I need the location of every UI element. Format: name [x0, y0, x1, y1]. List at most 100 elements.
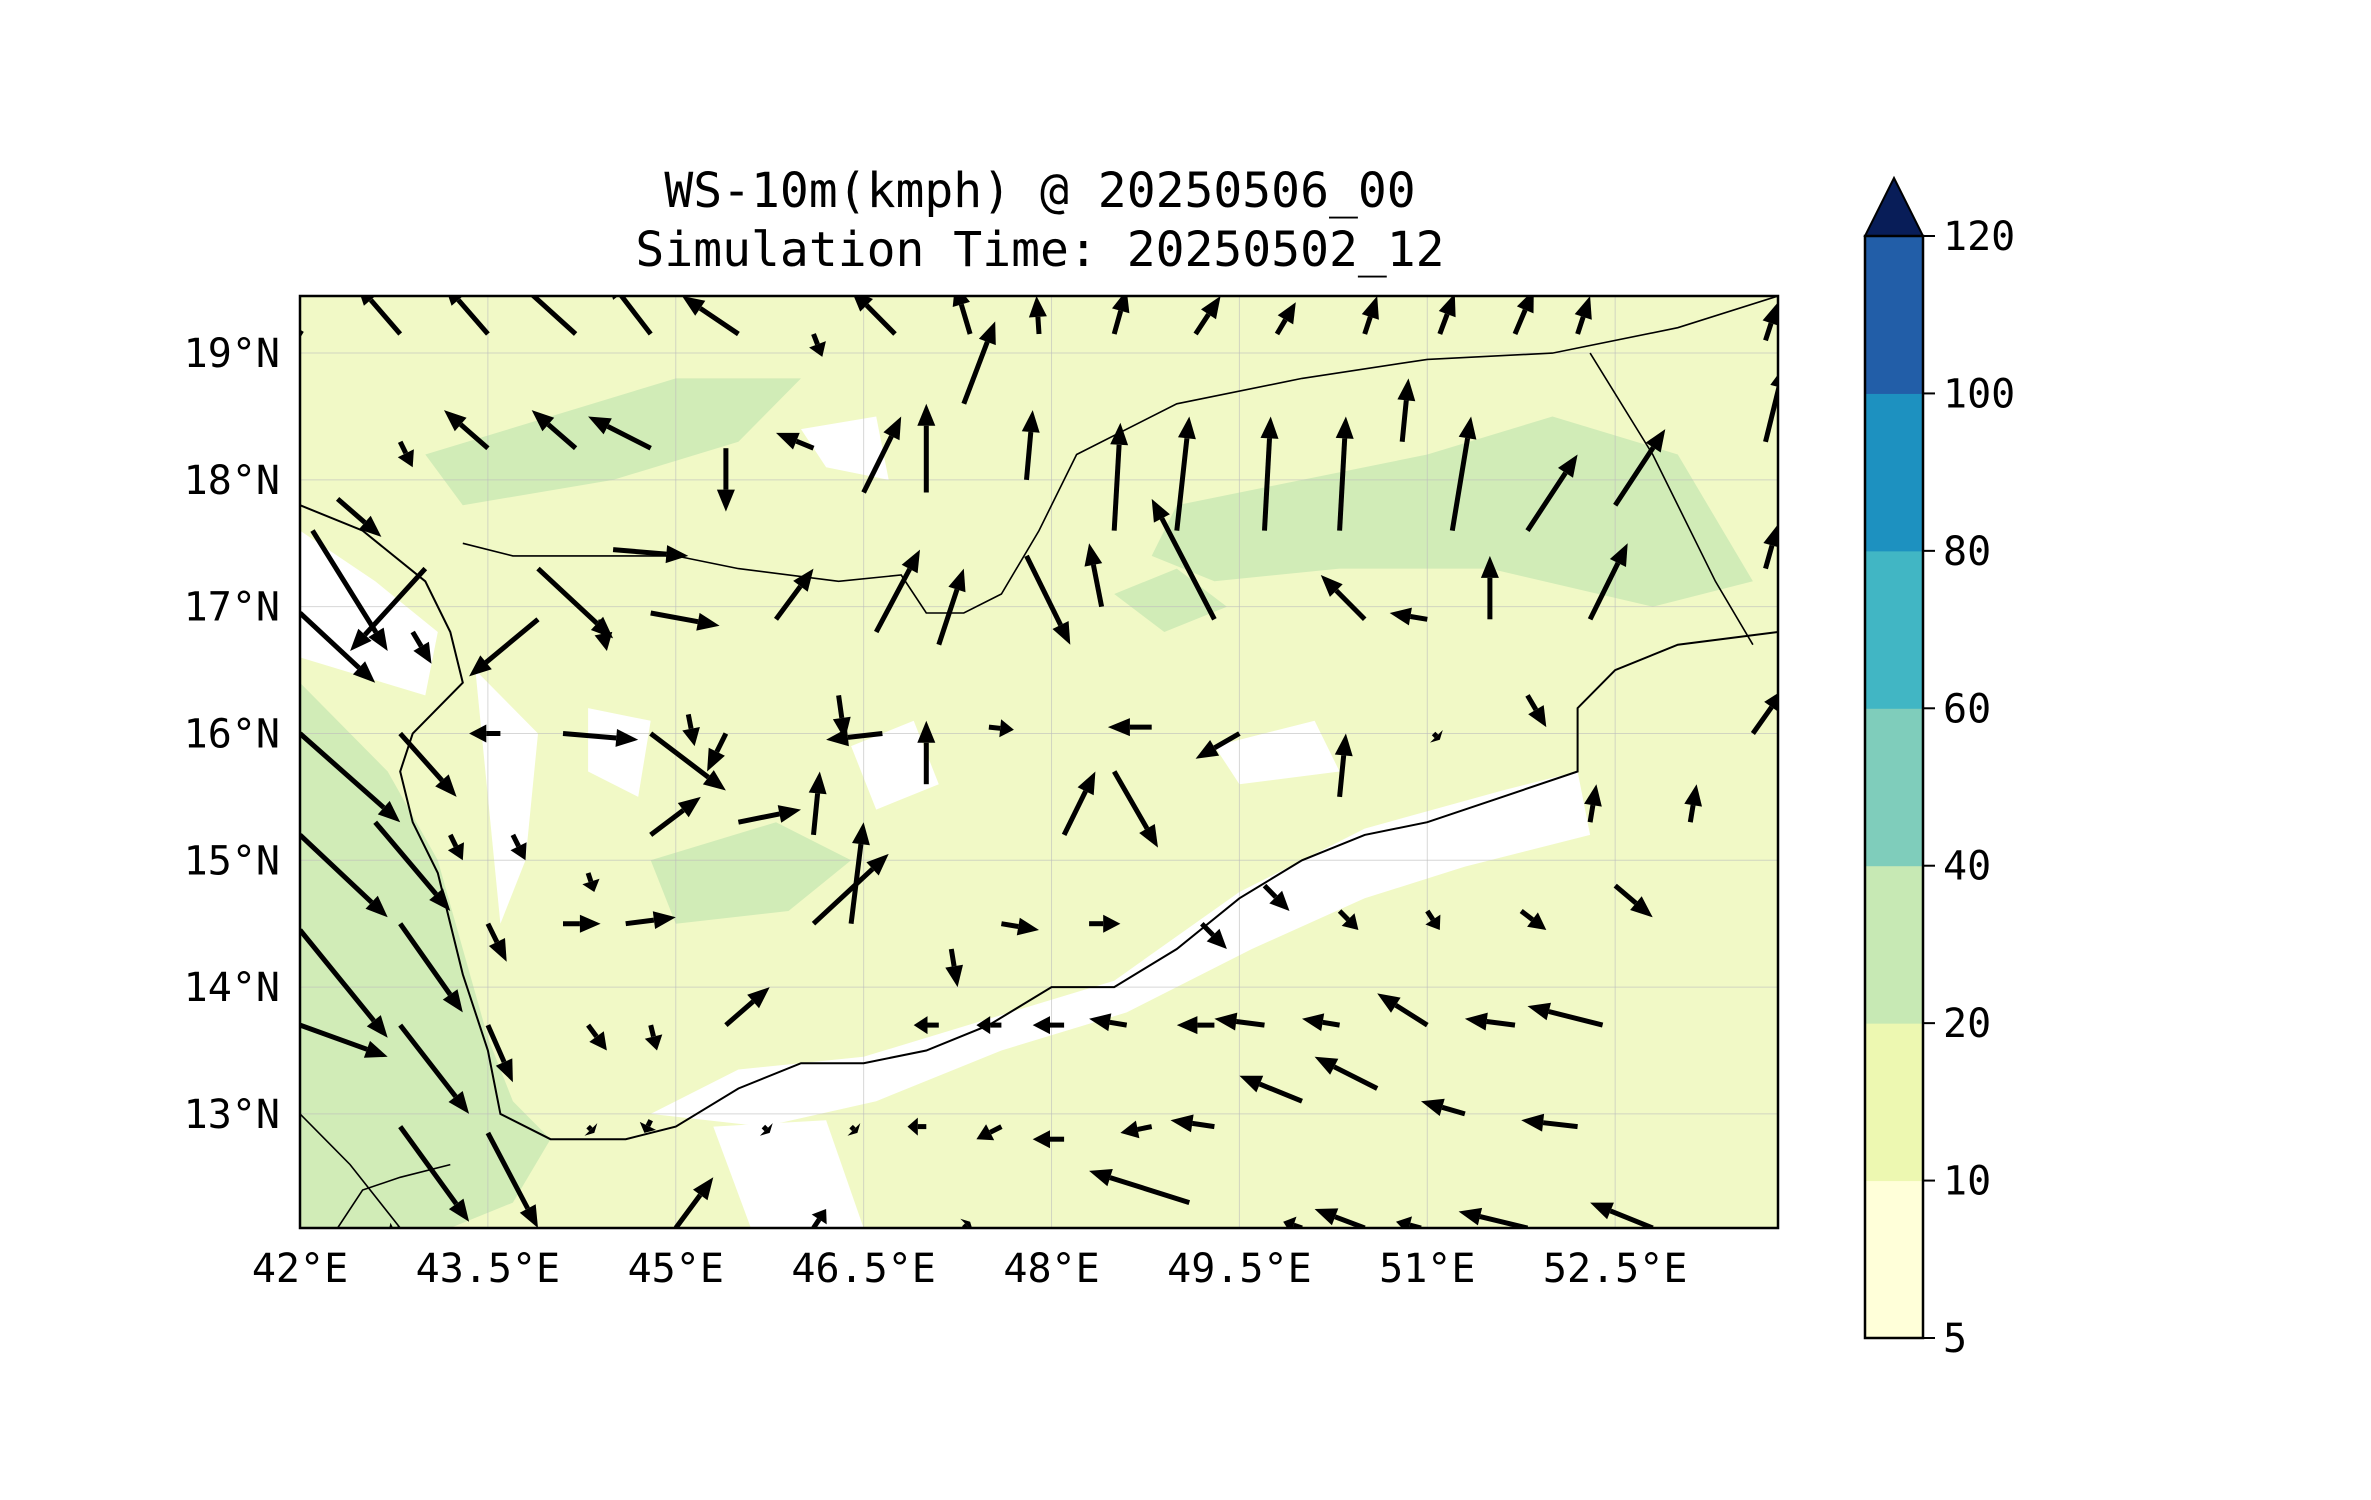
wind-vector	[360, 296, 403, 336]
wind-vector	[1032, 1130, 1065, 1149]
wind-speed-contour	[713, 1120, 864, 1228]
wind-vector	[1512, 296, 1534, 335]
wind-vector	[447, 833, 464, 861]
wind-vector	[1214, 1012, 1265, 1031]
colorbar-tick-label: 20	[1943, 1001, 1991, 1047]
wind-speed-contour	[801, 416, 889, 480]
wind-vector	[563, 914, 601, 933]
wind-vector	[1024, 554, 1071, 645]
wind-vector	[1112, 770, 1158, 848]
wind-vector	[1521, 1113, 1578, 1132]
country-border	[336, 1163, 451, 1228]
wind-vector	[1089, 1169, 1191, 1205]
wind-speed-contour	[1214, 720, 1340, 785]
wind-vector	[644, 1024, 663, 1051]
wind-vector	[588, 416, 652, 451]
wind-vector	[1590, 1202, 1654, 1228]
wind-vector	[1464, 1012, 1516, 1031]
wind-vector	[682, 713, 700, 747]
wind-vector	[759, 1123, 773, 1136]
wind-vector	[448, 296, 490, 336]
wind-vector	[1089, 1013, 1128, 1032]
colorbar-segment	[1865, 865, 1923, 1024]
wind-vector	[397, 440, 414, 468]
wind-vector	[1397, 378, 1416, 443]
wind-vector	[1107, 718, 1152, 737]
wind-vector	[1089, 914, 1121, 933]
wind-vector	[1120, 1120, 1153, 1139]
wind-vector	[952, 296, 973, 335]
x-tick-label: 42°E	[252, 1246, 348, 1292]
country-border	[1589, 352, 1754, 646]
wind-vector	[1084, 543, 1105, 608]
y-tick-label: 17°N	[184, 585, 280, 631]
wind-vector	[1762, 302, 1778, 342]
wind-speed-contour	[300, 530, 438, 696]
wind-vector	[625, 911, 676, 929]
wind-vector	[410, 630, 432, 664]
wind-speed-contour	[1151, 416, 1753, 607]
wind-vector	[1176, 1016, 1215, 1035]
colorbar-segment	[1865, 393, 1923, 552]
wind-vector	[1028, 296, 1047, 335]
wind-vector	[398, 1125, 470, 1222]
y-tick-label: 18°N	[184, 458, 280, 504]
wind-vector	[1684, 784, 1702, 823]
wind-vector	[639, 1119, 656, 1133]
wind-vector	[612, 545, 689, 564]
wind-vector	[310, 529, 388, 651]
colorbar-extend-arrow	[1863, 175, 1925, 237]
y-tick-label: 16°N	[184, 711, 280, 757]
wind-vector	[444, 410, 490, 451]
wind-vector	[988, 719, 1014, 738]
wind-vector	[1480, 555, 1499, 620]
wind-vector	[776, 432, 815, 451]
colorbar-tick-label: 60	[1943, 686, 1991, 732]
wind-vector	[398, 922, 463, 1013]
wind-vector	[1170, 1114, 1215, 1133]
wind-vector	[1587, 543, 1628, 621]
plot-subtitle: Simulation Time: 20250502_12	[635, 222, 1445, 278]
wind-vector	[707, 732, 729, 772]
x-tick-label: 51°E	[1379, 1246, 1475, 1292]
map-plot-area	[300, 296, 1778, 1228]
wind-vector	[373, 820, 451, 911]
wind-vector	[485, 922, 507, 962]
wind-vector	[773, 568, 814, 621]
colorbar-tick-label: 100	[1943, 371, 2015, 417]
colorbar-frame	[1863, 234, 1925, 1340]
wind-vector	[961, 321, 996, 405]
wind-vector	[1613, 429, 1666, 507]
wind-vector	[976, 1124, 1003, 1141]
wind-vector	[1389, 607, 1428, 626]
wind-vector	[1260, 416, 1279, 531]
coastline	[300, 504, 1778, 1141]
wind-vector	[529, 296, 578, 336]
wind-vector	[1110, 422, 1129, 531]
y-tick-label: 15°N	[184, 838, 280, 884]
map-axes: 42°E 43.5°E 45°E 46.5°E 48°E 49.5°E 51°E 52.5°E…	[184, 294, 1780, 1292]
wind-vector	[1200, 921, 1227, 949]
map-frame	[298, 294, 1780, 1230]
wind-vector	[469, 617, 540, 677]
wind-vector	[1262, 883, 1290, 911]
colorbar-segment	[1865, 1023, 1923, 1182]
y-tick-label: 14°N	[184, 965, 280, 1011]
wind-vector	[724, 987, 770, 1027]
wind-vector	[586, 1023, 607, 1051]
wind-vector	[1151, 498, 1217, 621]
wind-vector	[945, 948, 963, 988]
wind-vector	[826, 728, 883, 747]
wind-vector	[582, 872, 600, 892]
wind-vector	[1527, 1002, 1604, 1028]
colorbar-segment	[1865, 708, 1923, 867]
wind-vector	[1525, 454, 1578, 532]
wind-vector	[716, 448, 735, 512]
wind-vector	[398, 731, 457, 797]
x-tick-label: 48°E	[1003, 1246, 1099, 1292]
wind-vector	[649, 731, 726, 791]
wind-vector	[1174, 416, 1196, 531]
wind-vector	[847, 1123, 861, 1136]
wind-vector	[469, 724, 501, 743]
